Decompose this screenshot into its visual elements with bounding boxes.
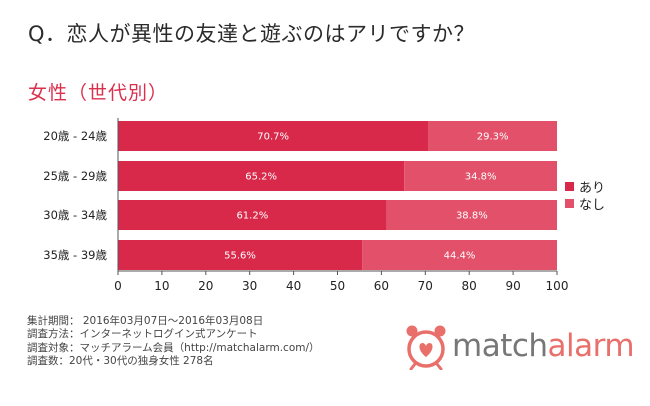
survey-info: 集計期間： 2016年03月07日～2016年03月08日 調査方法：インターネ…: [27, 315, 320, 368]
category-label: 20歳 - 24歳: [43, 129, 107, 143]
legend-swatch-nashi: [565, 199, 574, 208]
x-tick-label: 40: [286, 279, 301, 293]
legend-item-ari: あり: [565, 178, 606, 196]
x-tick-label: 90: [505, 279, 520, 293]
alarm-clock-heart-icon: [406, 325, 446, 370]
category-label: 25歳 - 29歳: [43, 169, 107, 183]
bar-segment: [118, 240, 363, 270]
legend-swatch-ari: [565, 182, 574, 191]
data-label: 55.6%: [224, 251, 256, 262]
logo-wordmark: matchalarm: [452, 328, 635, 364]
bar-segment: [386, 200, 557, 230]
legend-label-ari: あり: [579, 181, 606, 196]
data-label: 61.2%: [236, 211, 268, 222]
question-title: Q．恋人が異性の友達と遊ぶのはアリですか？: [28, 22, 476, 46]
data-label: 44.4%: [444, 251, 476, 262]
bar-segment: [118, 200, 387, 230]
bar-segment: [404, 161, 557, 191]
logo-text-alarm: alarm: [547, 328, 635, 364]
x-tick-label: 100: [546, 279, 569, 293]
data-label: 70.7%: [257, 132, 289, 143]
survey-method: 調査方法：インターネットログイン式アンケート: [27, 328, 258, 341]
category-label: 35歳 - 39歳: [43, 248, 107, 262]
bar-segment: [362, 240, 557, 270]
bar-segment: [118, 161, 405, 191]
logo-text-match: match: [452, 328, 548, 364]
x-tick-label: 80: [462, 279, 477, 293]
category-label: 30歳 - 34歳: [43, 208, 107, 222]
legend-label-nashi: なし: [579, 198, 606, 213]
data-label: 38.8%: [456, 211, 488, 222]
x-tick-label: 60: [374, 279, 389, 293]
bar-segment: [118, 121, 429, 151]
x-tick-label: 70: [418, 279, 433, 293]
legend-item-nashi: なし: [565, 195, 606, 213]
matchalarm-logo: matchalarm: [404, 322, 635, 370]
x-tick-label: 0: [114, 279, 122, 293]
x-tick-label: 20: [198, 279, 213, 293]
x-tick-label: 10: [154, 279, 169, 293]
data-label: 65.2%: [245, 172, 277, 183]
survey-count: 調査数：20代・30代の独身女性 278名: [27, 354, 214, 367]
survey-target: 調査対象：マッチアラーム会員（http://matchalarm.com/）: [27, 341, 320, 354]
data-label: 34.8%: [465, 172, 497, 183]
x-tick-label: 50: [330, 279, 345, 293]
x-tick-label: 30: [242, 279, 257, 293]
data-label: 29.3%: [477, 132, 509, 143]
chart-subtitle: 女性（世代別）: [28, 82, 169, 104]
bar-segment: [428, 121, 557, 151]
chart-legend: あり なし: [565, 178, 606, 213]
survey-period: 集計期間： 2016年03月07日～2016年03月08日: [27, 315, 264, 327]
